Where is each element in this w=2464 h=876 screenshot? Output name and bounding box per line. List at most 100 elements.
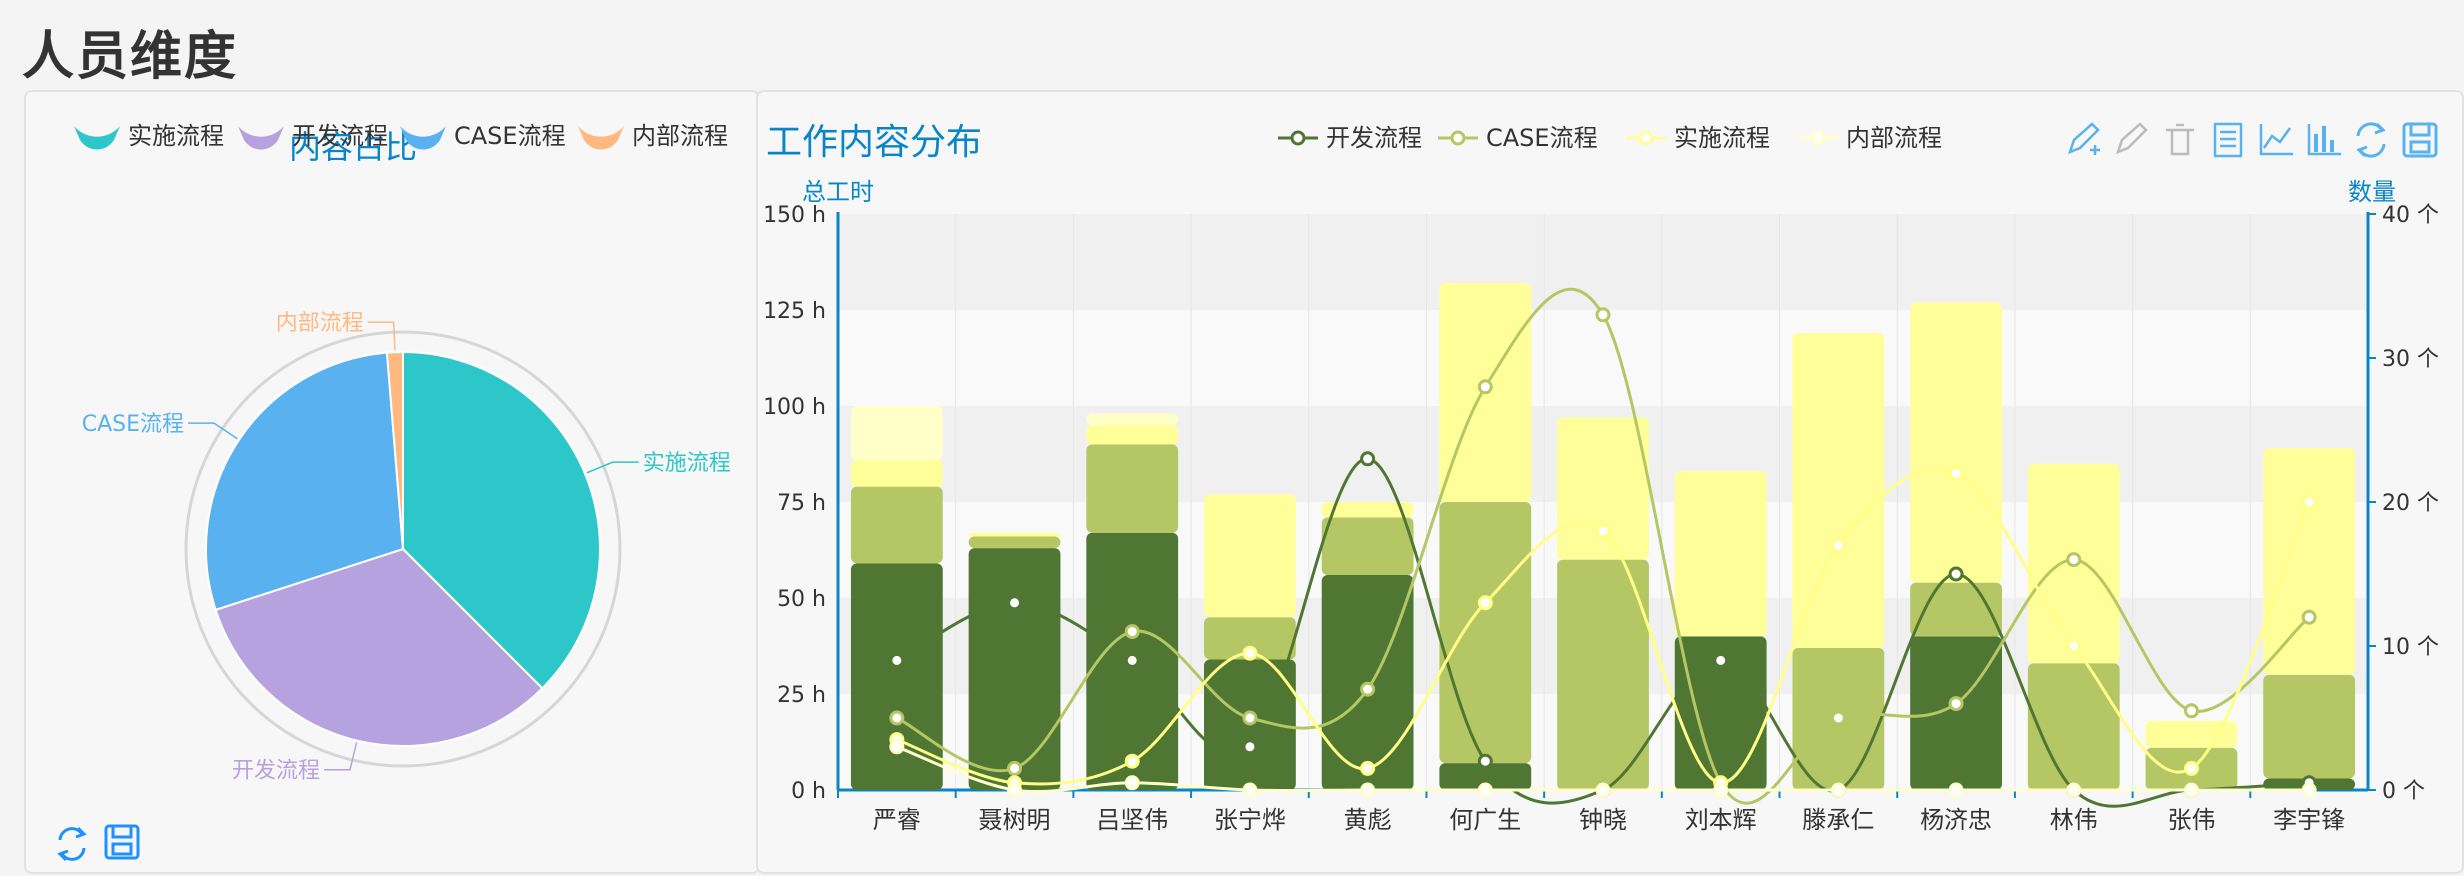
bar-legend-item[interactable]: 开发流程 [1278,124,1422,152]
line-point[interactable] [889,652,905,668]
save-image-icon[interactable] [104,824,140,860]
data-view-icon[interactable] [2213,122,2243,158]
pie-slice[interactable] [402,350,601,690]
bar-segment[interactable] [1086,425,1179,445]
line-point[interactable] [1595,523,1611,539]
line-point[interactable] [1595,782,1611,798]
bar-segment[interactable] [1439,763,1532,790]
pie-legend-item[interactable]: 实施流程 [74,122,224,150]
mark-clear-icon[interactable] [2166,123,2194,156]
bar-segment[interactable] [2027,663,2120,790]
mark-icon[interactable] [2067,122,2100,155]
y-tick-label-left: 125 h [763,299,826,324]
line-point[interactable] [1830,710,1846,726]
pie-legend-item[interactable]: 开发流程 [238,122,388,150]
line-point[interactable] [2301,494,2317,510]
bar-segment[interactable] [2263,448,2356,675]
line-point[interactable] [1713,782,1729,798]
bar-segment[interactable] [850,486,943,564]
save-image-icon[interactable] [2402,122,2438,158]
line-point[interactable] [1124,624,1140,640]
bar-segment[interactable] [968,548,1061,790]
pie-slice[interactable] [205,351,405,612]
bar-segment[interactable] [1910,636,2002,790]
pie-slice[interactable] [385,350,404,550]
x-tick-label: 李宇锋 [2273,806,2345,834]
line-point[interactable] [1477,379,1493,395]
line-point[interactable] [1007,782,1023,798]
bar-segment[interactable] [1321,517,1414,575]
bar-segment[interactable] [1557,559,1649,790]
bar-legend-item[interactable]: CASE流程 [1438,124,1598,152]
bar-segment[interactable] [1792,333,1885,648]
line-point[interactable] [1477,595,1493,611]
line-point[interactable] [2066,782,2082,798]
line-series[interactable] [896,467,2311,786]
line-point[interactable] [1360,451,1376,467]
bar-legend-item[interactable]: 实施流程 [1626,124,1770,152]
line-point[interactable] [1242,710,1258,726]
line-point[interactable] [2066,638,2082,654]
pie-slice[interactable] [214,547,544,747]
line-point[interactable] [1477,782,1493,798]
bar-segment[interactable] [850,406,943,460]
restore-icon[interactable] [57,826,87,862]
line-point[interactable] [1948,465,1964,481]
restore-icon[interactable] [2356,122,2386,158]
bar-type-icon[interactable] [2307,124,2341,156]
line-point[interactable] [2301,609,2317,625]
line-point[interactable] [1360,760,1376,776]
line-point[interactable] [2183,782,2199,798]
x-tick-label: 黄彪 [1344,806,1392,834]
line-point[interactable] [1948,566,1964,582]
bar-segment[interactable] [1086,444,1179,533]
line-point[interactable] [1360,782,1376,798]
line-point[interactable] [1124,753,1140,769]
line-point[interactable] [2301,782,2317,798]
line-point[interactable] [1124,652,1140,668]
bar-segment[interactable] [1910,302,2002,583]
pie-label-line [367,321,396,351]
line-point[interactable] [1242,739,1258,755]
line-point[interactable] [1595,307,1611,323]
line-point[interactable] [1007,595,1023,611]
line-point[interactable] [1713,652,1729,668]
line-point[interactable] [1242,645,1258,661]
bar-segment[interactable] [1321,502,1414,518]
bar-segment[interactable] [2263,674,2356,779]
bar-segment[interactable] [1204,617,1296,660]
line-point[interactable] [2066,552,2082,568]
line-point[interactable] [1830,782,1846,798]
bar-segment[interactable] [968,532,1061,537]
bar-segment[interactable] [1086,413,1179,426]
bar-legend-item[interactable]: 内部流程 [1798,124,1942,152]
line-type-icon[interactable] [2259,124,2293,156]
line-point[interactable] [2183,760,2199,776]
pie-legend: 实施流程 开发流程 CASE流程 内部流程 [74,122,728,150]
bar-segment[interactable] [850,563,943,790]
bar-segment[interactable] [1439,502,1532,764]
line-point[interactable] [1007,760,1023,776]
pie-legend-item[interactable]: CASE流程 [400,122,566,150]
bar-legend-label: CASE流程 [1486,124,1598,152]
line-point[interactable] [889,739,905,755]
line-point[interactable] [1830,537,1846,553]
line-point[interactable] [1477,753,1493,769]
pie-legend-item[interactable]: 内部流程 [578,122,728,150]
line-point[interactable] [1242,782,1258,798]
line-point[interactable] [889,710,905,726]
mark-undo-icon[interactable] [2115,122,2148,155]
bar-segment[interactable] [850,459,943,487]
line-point[interactable] [1360,681,1376,697]
bar-segment[interactable] [968,536,1061,549]
lines [889,287,2317,808]
bar-segment[interactable] [1204,494,1296,618]
line-point[interactable] [1948,782,1964,798]
pie-slice-label: 实施流程 [643,451,731,476]
line-point[interactable] [2183,703,2199,719]
line-point[interactable] [1948,696,1964,712]
legend-swatch [400,126,446,150]
bar-segment[interactable] [1674,471,1767,637]
line-point[interactable] [1124,775,1140,791]
pie-slice-label: 开发流程 [232,759,320,784]
